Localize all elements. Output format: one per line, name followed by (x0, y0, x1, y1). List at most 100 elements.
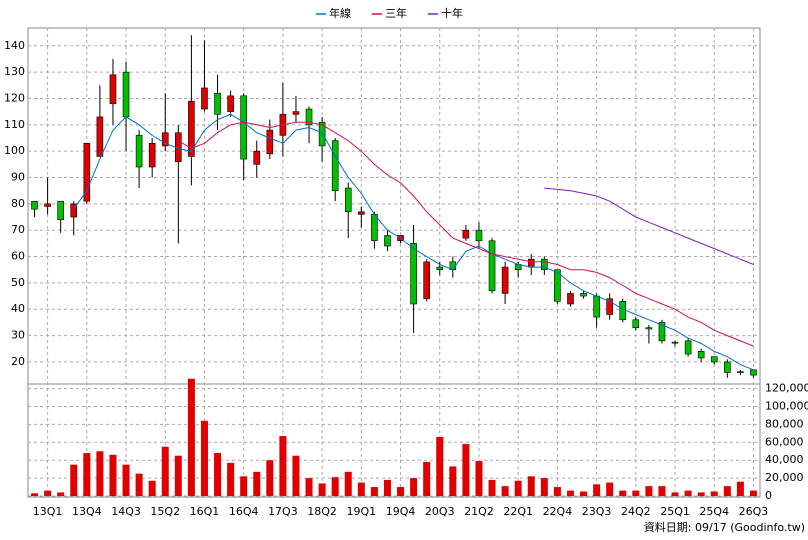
candle-body (148, 142, 156, 168)
volume-bar (684, 490, 692, 496)
candle-body (750, 369, 757, 376)
candle-body (645, 327, 653, 330)
volume-bar (292, 455, 300, 496)
y-tick-label: 100 (4, 144, 25, 157)
candle-body (710, 356, 718, 363)
volume-bar (475, 461, 483, 496)
volume-bar (566, 490, 574, 496)
candle-body (697, 351, 705, 359)
candle-body (292, 111, 300, 115)
candle-body (554, 269, 561, 302)
candle-body (240, 95, 247, 160)
candle-body (527, 258, 535, 268)
legend-label: 十年 (441, 6, 463, 20)
candle-body (161, 132, 169, 147)
volume-bar (344, 471, 352, 496)
volume-bar (671, 492, 679, 496)
volume-bar (710, 491, 718, 496)
volume-bar (488, 479, 496, 496)
y-tick-label: 50 (11, 276, 25, 289)
x-tick-label: 23Q3 (582, 505, 612, 518)
volume-bar (370, 487, 378, 496)
candle-body (593, 295, 600, 318)
volume-bar (331, 477, 339, 496)
volume-bar (749, 490, 757, 496)
candle-body (737, 371, 744, 373)
x-tick-label: 25Q1 (660, 505, 690, 518)
ma-line (178, 121, 754, 347)
x-tick-label: 19Q1 (346, 505, 376, 518)
candle-body (606, 298, 613, 315)
candle-body (684, 340, 692, 355)
candle-body (31, 200, 38, 210)
volume-bar (593, 484, 601, 496)
volume-bar (606, 482, 614, 496)
plot-area (27, 27, 761, 498)
candle-body (135, 135, 143, 168)
volume-bar (449, 466, 457, 496)
volume-bar (736, 481, 744, 496)
x-tick-label: 14Q3 (111, 505, 141, 518)
candle-body (44, 203, 51, 207)
volume-bar (357, 482, 365, 496)
y-tick-label: 140 (4, 39, 25, 52)
candle-body (436, 266, 444, 271)
volume-bar (540, 478, 548, 496)
volume-bar (266, 460, 274, 496)
candle-body (724, 361, 731, 373)
x-tick-label: 19Q4 (386, 505, 416, 518)
volume-bar (148, 480, 156, 496)
volume-bar (645, 486, 653, 496)
candle-body (70, 203, 78, 218)
candle-body (83, 142, 91, 202)
legend-label: 三年 (385, 6, 407, 20)
y-tick-label: 80 (11, 197, 25, 210)
x-tick-label: 21Q2 (464, 505, 494, 518)
y-tick-label: 30 (11, 329, 25, 342)
footnote: 資料日期: 09/17 (Goodinfo.tw) (644, 520, 805, 534)
candle-body (501, 266, 509, 294)
y2-tick-label: 100,000 (765, 399, 808, 412)
volume-bar (253, 471, 261, 496)
x-tick-label: 13Q1 (33, 505, 63, 518)
y-tick-label: 40 (11, 302, 25, 315)
x-tick-label: 26Q3 (739, 505, 769, 518)
volume-bar (619, 490, 627, 496)
x-tick-label: 25Q4 (699, 505, 729, 518)
legend-label: 年線 (329, 6, 351, 20)
candle-body (318, 121, 326, 147)
y2-tick-label: 60,000 (765, 435, 804, 448)
volume-bar (227, 462, 235, 496)
volume-bar (553, 487, 561, 496)
candle-body (488, 240, 496, 292)
y-tick-label: 70 (11, 223, 25, 236)
volume-bar (200, 420, 208, 496)
volume-bar (501, 486, 509, 496)
y2-tick-label: 0 (765, 489, 772, 502)
ma-line (73, 113, 754, 371)
candle-body (253, 150, 261, 165)
volume-bar (632, 490, 640, 496)
x-tick-label: 22Q1 (503, 505, 533, 518)
volume-bar (57, 492, 65, 496)
volume-bar (423, 461, 431, 496)
candle-body (632, 319, 640, 328)
candle-body (109, 74, 117, 105)
volume-bar (44, 490, 52, 496)
candle-body (344, 187, 352, 213)
x-tick-label: 24Q2 (621, 505, 651, 518)
candle-body (201, 87, 208, 110)
ma-line (544, 187, 754, 265)
volume-bar (658, 486, 666, 496)
volume-bar (383, 479, 391, 496)
candle-body (371, 214, 378, 242)
candle-body (305, 108, 313, 126)
candle-body (384, 235, 391, 247)
volume-bar (305, 478, 313, 496)
volume-bar (527, 476, 535, 496)
y-tick-label: 60 (11, 250, 25, 263)
candle-body (188, 100, 195, 157)
candle-body (358, 211, 365, 215)
candle-body (57, 200, 64, 220)
volume-bar (70, 464, 78, 496)
